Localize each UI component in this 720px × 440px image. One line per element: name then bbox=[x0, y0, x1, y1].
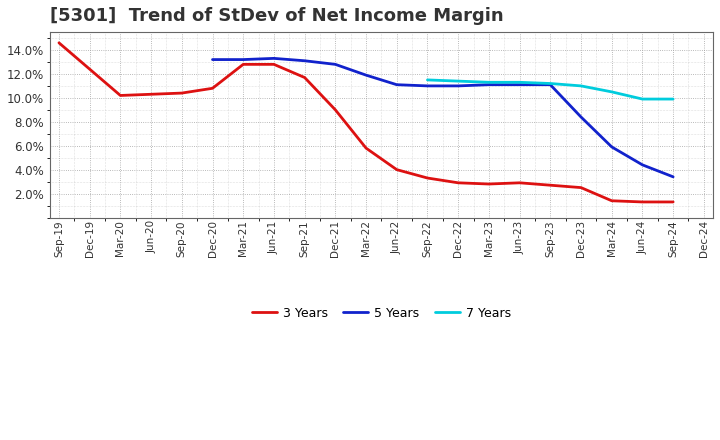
5 Years bbox=[331, 62, 340, 67]
Text: [5301]  Trend of StDev of Net Income Margin: [5301] Trend of StDev of Net Income Marg… bbox=[50, 7, 503, 25]
5 Years bbox=[577, 114, 585, 120]
3 Years bbox=[55, 40, 63, 45]
3 Years bbox=[638, 199, 647, 205]
5 Years bbox=[423, 83, 432, 88]
5 Years bbox=[361, 73, 370, 78]
3 Years bbox=[361, 146, 370, 151]
5 Years bbox=[546, 82, 554, 88]
5 Years bbox=[392, 82, 401, 88]
7 Years bbox=[485, 80, 493, 85]
3 Years bbox=[300, 75, 309, 80]
3 Years bbox=[86, 66, 94, 72]
3 Years bbox=[669, 199, 678, 205]
Line: 7 Years: 7 Years bbox=[428, 80, 673, 99]
3 Years bbox=[392, 167, 401, 172]
5 Years bbox=[239, 57, 248, 62]
3 Years bbox=[177, 91, 186, 96]
3 Years bbox=[269, 62, 278, 67]
3 Years bbox=[516, 180, 524, 185]
5 Years bbox=[208, 57, 217, 62]
5 Years bbox=[608, 144, 616, 150]
5 Years bbox=[454, 83, 462, 88]
3 Years bbox=[147, 92, 156, 97]
Line: 3 Years: 3 Years bbox=[59, 43, 673, 202]
3 Years bbox=[546, 183, 554, 188]
5 Years bbox=[485, 82, 493, 88]
Line: 5 Years: 5 Years bbox=[212, 59, 673, 177]
5 Years bbox=[638, 162, 647, 168]
3 Years bbox=[454, 180, 462, 185]
3 Years bbox=[577, 185, 585, 190]
5 Years bbox=[516, 82, 524, 88]
7 Years bbox=[577, 83, 585, 88]
7 Years bbox=[546, 81, 554, 86]
7 Years bbox=[608, 89, 616, 95]
3 Years bbox=[331, 107, 340, 113]
3 Years bbox=[423, 176, 432, 181]
7 Years bbox=[516, 80, 524, 85]
Legend: 3 Years, 5 Years, 7 Years: 3 Years, 5 Years, 7 Years bbox=[247, 302, 516, 325]
3 Years bbox=[208, 86, 217, 91]
3 Years bbox=[239, 62, 248, 67]
7 Years bbox=[423, 77, 432, 83]
7 Years bbox=[638, 96, 647, 102]
5 Years bbox=[269, 56, 278, 61]
7 Years bbox=[669, 96, 678, 102]
5 Years bbox=[300, 58, 309, 63]
3 Years bbox=[485, 181, 493, 187]
5 Years bbox=[669, 174, 678, 180]
3 Years bbox=[608, 198, 616, 203]
7 Years bbox=[454, 78, 462, 84]
3 Years bbox=[116, 93, 125, 98]
